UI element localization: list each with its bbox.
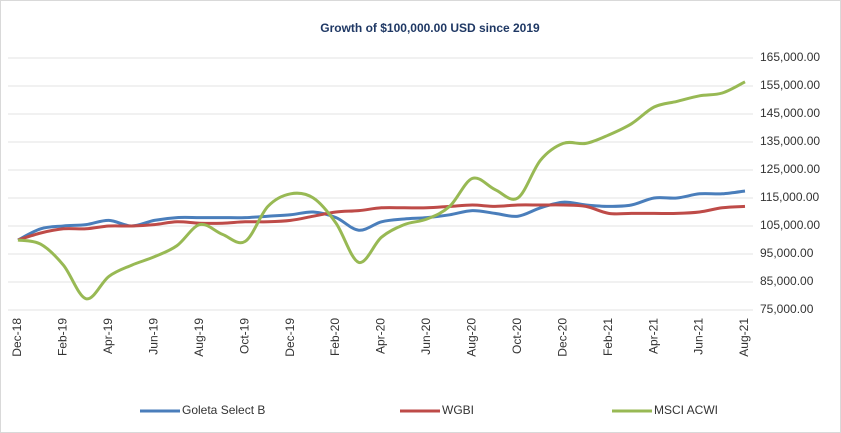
x-tick-label: Jun-19: [146, 318, 160, 355]
y-tick-label: 105,000.00: [760, 218, 820, 232]
y-tick-label: 165,000.00: [760, 50, 820, 64]
y-tick-label: 115,000.00: [760, 190, 819, 204]
x-tick-label: Dec-20: [555, 318, 569, 357]
y-tick-label: 75,000.00: [760, 302, 814, 316]
x-tick-label: Oct-19: [237, 318, 251, 354]
y-tick-label: 155,000.00: [760, 78, 820, 92]
x-tick-label: Jun-20: [419, 318, 433, 355]
x-tick-label: Dec-18: [10, 318, 24, 357]
legend-label: MSCI ACWI: [654, 403, 718, 417]
legend-label: Goleta Select B: [182, 403, 265, 417]
y-tick-label: 135,000.00: [760, 134, 820, 148]
y-tick-label: 85,000.00: [760, 274, 814, 288]
x-tick-label: Jun-21: [692, 318, 706, 355]
y-tick-label: 145,000.00: [760, 106, 820, 120]
x-tick-label: Apr-19: [101, 318, 115, 354]
x-tick-label: Feb-20: [328, 318, 342, 356]
x-tick-label: Apr-20: [374, 318, 388, 354]
x-tick-label: Feb-21: [601, 318, 615, 356]
x-tick-label: Feb-19: [56, 318, 70, 356]
chart-title: Growth of $100,000.00 USD since 2019: [320, 21, 540, 35]
x-tick-label: Aug-21: [737, 318, 751, 357]
x-tick-label: Oct-20: [510, 318, 524, 354]
y-tick-label: 95,000.00: [760, 246, 814, 260]
x-tick-label: Apr-21: [646, 318, 660, 354]
x-tick-label: Aug-19: [192, 318, 206, 357]
legend-label: WGBI: [442, 403, 474, 417]
y-tick-label: 125,000.00: [760, 162, 820, 176]
series-line: [17, 80, 746, 301]
x-tick-label: Dec-19: [283, 318, 297, 357]
x-tick-label: Aug-20: [465, 318, 479, 357]
series-line: [17, 203, 746, 242]
